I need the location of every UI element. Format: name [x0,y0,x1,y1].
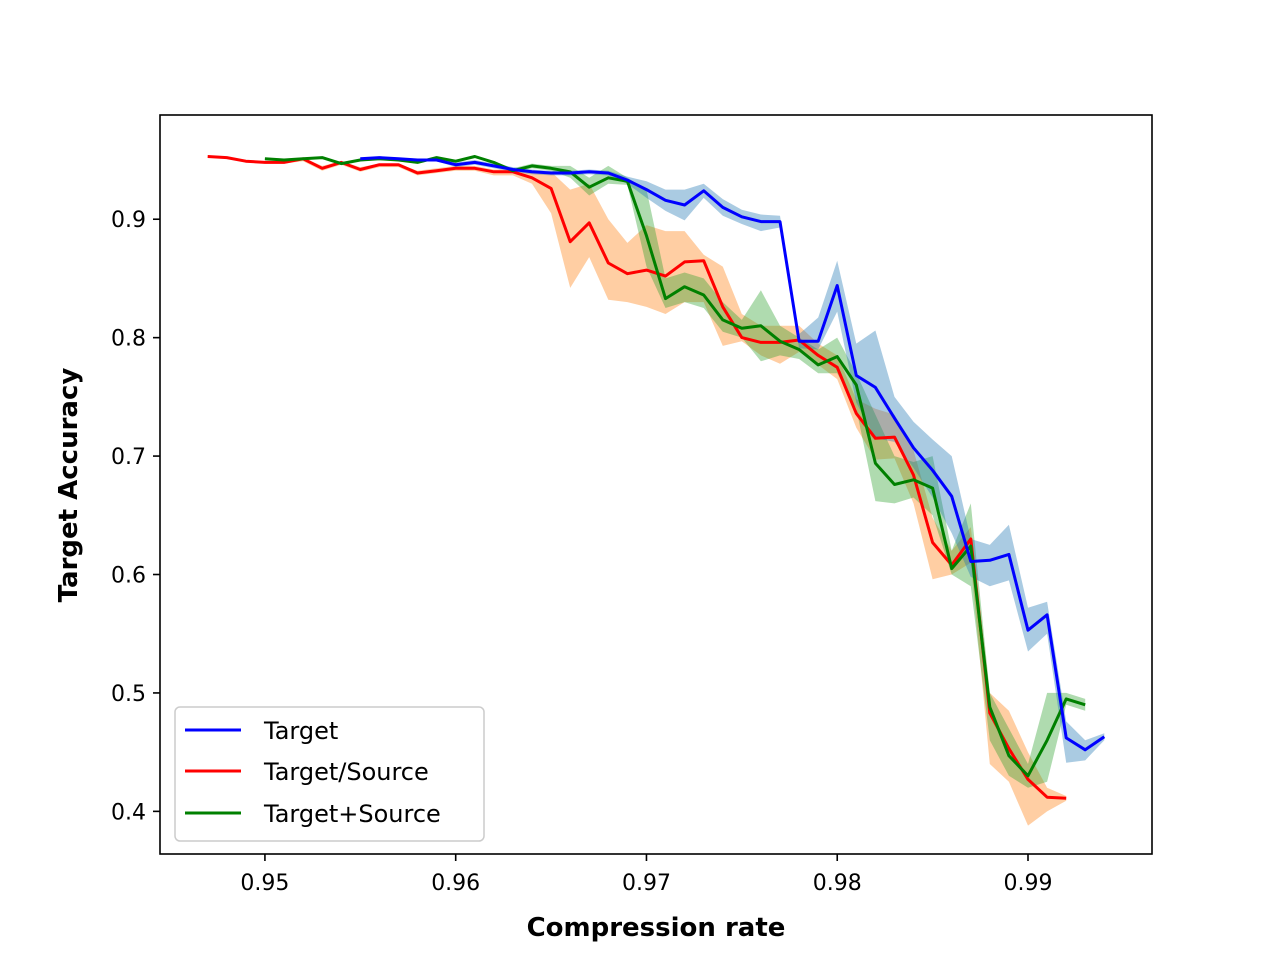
y-tick-label: 0.8 [111,327,146,352]
band-target-source [207,155,1067,826]
x-tick-label: 0.98 [813,871,862,896]
legend-label-target-source: Target/Source [263,758,429,786]
legend-label-target-plus-source: Target+Source [263,800,441,828]
line-target-source [207,155,1067,800]
x-tick-label: 0.99 [1004,871,1053,896]
y-tick-label: 0.7 [111,445,146,470]
x-tick-label: 0.95 [240,871,289,896]
y-tick-label: 0.9 [111,208,146,233]
legend-label-target: Target [263,717,338,745]
legend-box [174,706,485,842]
confidence-bands [207,155,1105,826]
y-tick-label: 0.5 [111,682,146,707]
y-tick-label: 0.6 [111,564,146,589]
x-tick-label: 0.97 [622,871,671,896]
legend: Target Target/Source Target+Source [174,706,485,842]
line-target [360,156,1106,752]
band-target-plus-source [264,155,1086,788]
y-axis-title: Target Accuracy [54,368,84,603]
x-tick-label: 0.96 [431,871,480,896]
y-tick-label: 0.4 [111,800,146,825]
x-axis: 0.95 0.96 0.97 0.98 0.99 [240,854,1052,896]
x-axis-title: Compression rate [527,913,786,943]
plot-frame [159,114,1153,855]
y-axis: 0.4 0.5 0.6 0.7 0.8 0.9 [111,208,160,825]
series-lines [207,155,1106,800]
